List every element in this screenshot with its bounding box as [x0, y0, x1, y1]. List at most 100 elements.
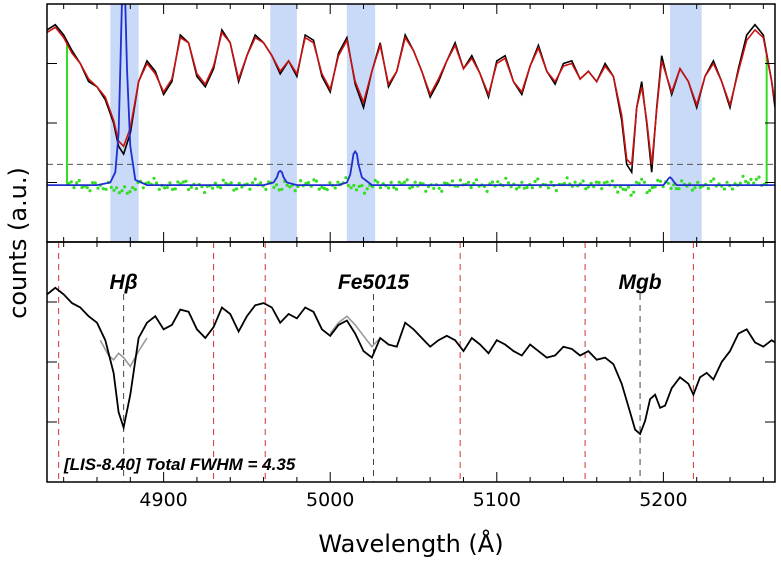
- residual-point: [346, 184, 351, 188]
- residual-point: [549, 180, 553, 184]
- residual-point: [672, 183, 676, 187]
- residual-point: [251, 181, 255, 185]
- residual-point: [565, 176, 569, 180]
- residual-point: [280, 187, 284, 191]
- residual-point: [424, 189, 428, 193]
- residual-point: [288, 185, 292, 189]
- residual-point: [213, 181, 217, 185]
- residual-point: [610, 179, 615, 183]
- bottom-panel: 4900 5000 5100 5200 Hβ Fe5015 Mgb [LIS-8.40] …: [46, 241, 776, 511]
- residual-point: [474, 178, 479, 182]
- residual-point: [184, 179, 188, 183]
- residual-point: [741, 174, 745, 178]
- residual-point: [450, 179, 455, 183]
- residual-point: [120, 189, 124, 193]
- residual-point: [88, 189, 92, 193]
- residual-point: [605, 180, 609, 184]
- residual-point: [616, 190, 620, 194]
- residual-point: [581, 179, 585, 183]
- residual-point: [85, 186, 89, 190]
- residual-point: [458, 178, 463, 182]
- index-guide-lines: [58, 242, 694, 482]
- fwhm-annotation: [LIS-8.40] Total FWHM = 4.35: [63, 455, 296, 474]
- residual-point: [72, 186, 76, 190]
- residual-point: [203, 190, 207, 195]
- residual-point: [336, 180, 340, 184]
- residual-point: [109, 185, 113, 189]
- residual-point: [123, 185, 127, 189]
- masked-region-4: [670, 4, 702, 242]
- residual-point: [469, 185, 473, 190]
- residual-point: [69, 180, 73, 184]
- residual-point: [504, 176, 508, 180]
- residual-point: [165, 185, 169, 190]
- residual-point: [536, 177, 540, 181]
- residual-point: [96, 186, 100, 190]
- residual-point: [267, 180, 271, 184]
- residual-point: [506, 181, 511, 185]
- residual-point: [624, 188, 628, 192]
- model-spectrum-line: [47, 26, 775, 167]
- x-tick-label: 5000: [306, 489, 354, 511]
- masked-regions: [110, 4, 702, 242]
- residual-point: [389, 180, 393, 184]
- residual-point: [314, 179, 319, 183]
- residual-point: [472, 181, 476, 185]
- residual-point: [299, 179, 303, 183]
- residual-point: [325, 188, 329, 192]
- top-panel: [46, 3, 776, 243]
- residual-point: [437, 186, 441, 190]
- residual-point: [706, 186, 711, 190]
- residual-point: [533, 179, 537, 183]
- residual-point: [637, 181, 641, 185]
- residual-point: [117, 191, 121, 195]
- gray-comparison-line: [329, 315, 381, 348]
- residual-point: [272, 185, 276, 189]
- residual-point: [744, 179, 748, 184]
- residual-point: [669, 186, 673, 190]
- residual-point: [677, 187, 681, 191]
- residual-point: [171, 187, 175, 191]
- residual-point: [181, 180, 185, 184]
- residual-point: [629, 193, 633, 197]
- residual-point: [328, 181, 332, 185]
- residual-point: [141, 186, 145, 190]
- residual-point: [376, 180, 380, 184]
- residual-point: [357, 184, 361, 188]
- residual-point: [517, 185, 521, 189]
- masked-region-3: [346, 4, 376, 242]
- masked-region-2: [270, 4, 297, 242]
- residual-point: [514, 187, 519, 191]
- residual-point: [600, 187, 604, 191]
- residual-point: [554, 189, 559, 193]
- residual-point: [418, 181, 423, 185]
- residual-point: [275, 183, 279, 187]
- residual-point: [653, 185, 657, 189]
- residual-point: [408, 186, 412, 190]
- residual-point: [176, 180, 180, 184]
- residual-point: [666, 181, 671, 185]
- residual-point: [360, 184, 364, 188]
- residual-point: [618, 185, 623, 189]
- residual-point: [589, 181, 593, 185]
- residual-point: [378, 186, 383, 190]
- residual-point: [680, 179, 684, 183]
- broadened-spectrum-line: [47, 286, 775, 436]
- residual-point: [650, 185, 655, 190]
- residual-point: [152, 176, 156, 180]
- top-spectra: [47, 4, 775, 186]
- residual-point: [306, 181, 311, 185]
- residual-point: [125, 191, 129, 195]
- residual-point: [219, 186, 223, 190]
- residual-point: [520, 180, 524, 184]
- residual-point: [413, 180, 417, 184]
- residual-point: [746, 181, 750, 185]
- top-panel-frame: [46, 3, 776, 243]
- residual-point: [211, 186, 215, 190]
- residual-point: [157, 187, 161, 191]
- residual-point: [259, 181, 263, 185]
- residual-point: [112, 188, 116, 192]
- residual-point: [373, 178, 377, 182]
- residual-point: [317, 187, 321, 191]
- residual-point: [698, 185, 703, 189]
